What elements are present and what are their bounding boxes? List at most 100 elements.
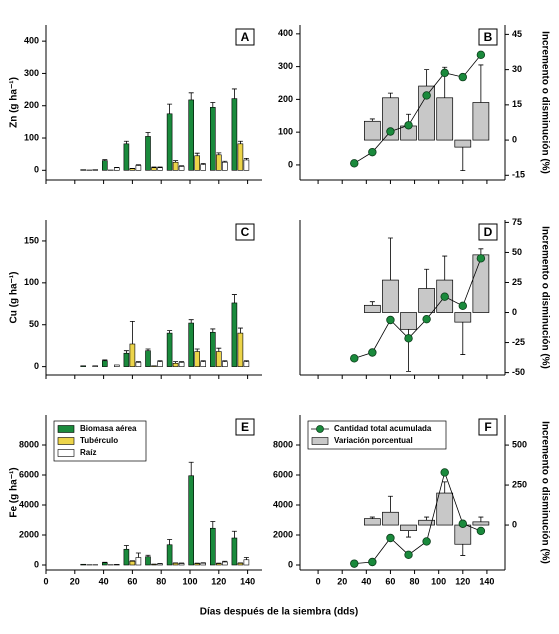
panel-label-box bbox=[235, 223, 255, 241]
point bbox=[476, 526, 486, 536]
point bbox=[404, 550, 413, 560]
x-tick-label: 120 bbox=[211, 576, 226, 586]
error-bar bbox=[478, 248, 484, 255]
bar bbox=[172, 362, 179, 367]
point bbox=[458, 301, 467, 311]
bar bbox=[151, 167, 157, 171]
y-tick-label: 300 bbox=[278, 61, 293, 71]
bar bbox=[231, 98, 238, 171]
point bbox=[404, 121, 413, 130]
y2-tick-label: 500 bbox=[512, 439, 527, 449]
error-bar bbox=[478, 516, 484, 522]
panel-label: F bbox=[484, 420, 491, 434]
x-tick-label: 100 bbox=[431, 576, 446, 586]
bar bbox=[80, 563, 86, 566]
point bbox=[386, 127, 395, 136]
bar bbox=[216, 351, 222, 367]
y-tick-label: 50 bbox=[29, 319, 39, 329]
error-bar bbox=[231, 530, 237, 539]
panel-label-box bbox=[478, 28, 498, 46]
y-tick-label: 6000 bbox=[273, 469, 293, 479]
bar bbox=[178, 563, 185, 566]
bar bbox=[178, 166, 185, 171]
point bbox=[422, 91, 431, 100]
y2-tick-label: 30 bbox=[512, 64, 522, 74]
legend-box bbox=[307, 420, 447, 450]
x-tick-label: 140 bbox=[479, 576, 494, 586]
x-tick-label: 100 bbox=[182, 576, 197, 586]
bar bbox=[237, 332, 244, 367]
box bbox=[364, 304, 381, 313]
panel-label-box bbox=[478, 223, 498, 241]
error-bar bbox=[167, 539, 173, 545]
bar bbox=[166, 113, 173, 171]
bar bbox=[200, 361, 206, 367]
x-tick-label: 20 bbox=[70, 576, 80, 586]
error-bar bbox=[102, 359, 108, 361]
box bbox=[400, 524, 417, 532]
error-bar bbox=[123, 350, 129, 354]
error-bar bbox=[442, 255, 448, 281]
error-bar bbox=[188, 319, 194, 324]
error-bar bbox=[179, 361, 185, 363]
bar bbox=[166, 332, 173, 367]
y-axis-label: Fe (g ha⁻¹) bbox=[9, 467, 20, 517]
bar bbox=[172, 562, 179, 566]
bar bbox=[210, 331, 216, 367]
error-bar bbox=[188, 92, 194, 100]
bar bbox=[194, 563, 200, 566]
bar bbox=[92, 365, 98, 367]
bar bbox=[157, 563, 163, 566]
legend-label: Biomasa aérea bbox=[80, 424, 137, 433]
error-bar bbox=[102, 159, 108, 161]
y-tick-label: 4000 bbox=[19, 499, 39, 509]
error-bar bbox=[145, 554, 151, 557]
legend-label: Cantidad total acumulada bbox=[334, 424, 432, 433]
bar bbox=[80, 169, 86, 171]
error-bar bbox=[369, 118, 375, 122]
point bbox=[350, 354, 359, 363]
bar bbox=[194, 351, 200, 367]
legend-swatch-marker bbox=[316, 425, 324, 433]
bar bbox=[129, 560, 136, 566]
bar bbox=[243, 559, 250, 566]
error-bar bbox=[387, 237, 393, 281]
legend-label: Variación porcentual bbox=[334, 436, 413, 445]
point bbox=[368, 147, 377, 157]
legend-label: Raíz bbox=[80, 448, 96, 457]
x-tick-label: 120 bbox=[455, 576, 470, 586]
error-bar bbox=[387, 495, 393, 513]
bar bbox=[178, 362, 185, 367]
bar bbox=[188, 99, 194, 171]
y-tick-label: 4000 bbox=[273, 499, 293, 509]
y2-axis-label: Incremento o disminución (%) bbox=[539, 421, 550, 564]
legend-swatch bbox=[57, 425, 75, 433]
box bbox=[418, 288, 435, 313]
error-bar bbox=[179, 165, 185, 167]
x-tick-label: 0 bbox=[43, 576, 48, 586]
point bbox=[350, 159, 359, 168]
bar bbox=[200, 164, 206, 171]
panel-label: C bbox=[241, 225, 250, 239]
error-bar bbox=[167, 330, 173, 334]
bar bbox=[243, 159, 250, 171]
point bbox=[386, 533, 395, 543]
legend-label: Tubérculo bbox=[80, 436, 118, 445]
error-bar bbox=[194, 152, 200, 156]
y-tick-label: 150 bbox=[24, 235, 39, 245]
box bbox=[382, 279, 399, 313]
point bbox=[422, 314, 431, 324]
error-bar bbox=[145, 132, 151, 137]
error-bar bbox=[231, 294, 237, 303]
bar bbox=[129, 343, 136, 367]
bar bbox=[123, 352, 130, 367]
legend-swatch bbox=[311, 437, 329, 445]
bar bbox=[231, 537, 238, 566]
bar bbox=[102, 360, 108, 367]
error-bar bbox=[369, 301, 375, 306]
y-axis-label: Cu (g ha⁻¹) bbox=[9, 272, 20, 324]
error-bar bbox=[222, 560, 228, 563]
y-tick-label: 400 bbox=[24, 36, 39, 46]
error-bar bbox=[387, 92, 393, 98]
error-bar bbox=[424, 268, 430, 289]
